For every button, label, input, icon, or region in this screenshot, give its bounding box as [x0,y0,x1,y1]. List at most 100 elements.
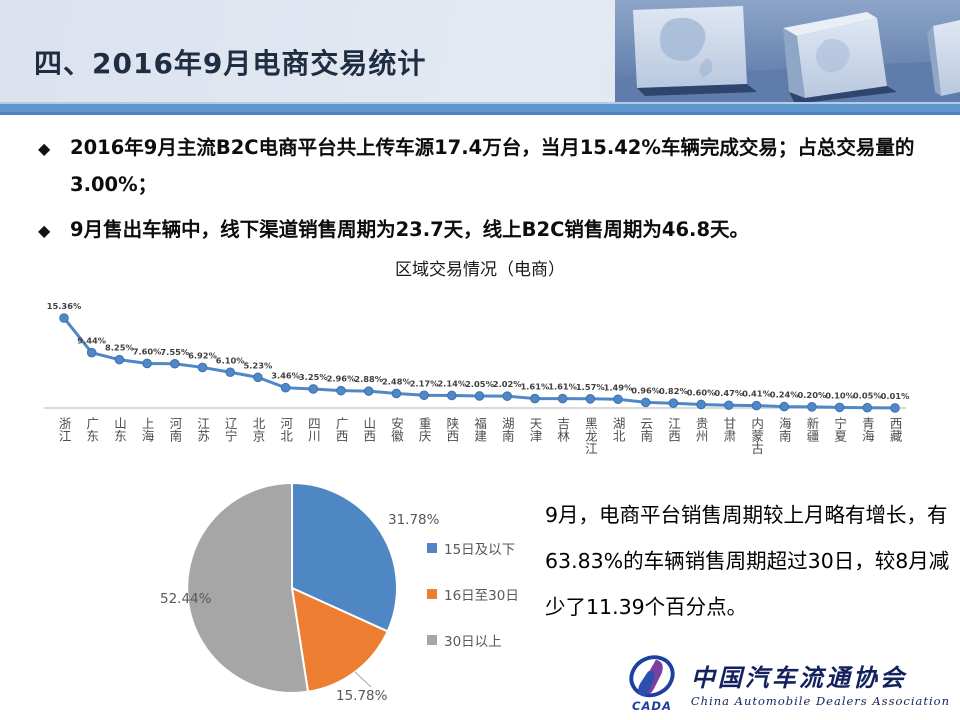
data-label: 7.55% [160,347,189,357]
data-point [447,390,457,401]
legend-swatch-icon [427,635,437,645]
diamond-bullet-icon: ◆ [38,139,51,158]
x-axis-label: 辽宁 [222,417,238,442]
legend-swatch-icon [427,543,437,553]
x-axis-label: 安徽 [388,417,404,442]
data-label: 0.10% [825,390,854,400]
x-axis-label: 重庆 [416,417,432,442]
data-label: 7.60% [133,346,162,356]
data-point [59,313,69,323]
svg-text:CADA: CADA [632,699,672,713]
page-title: 四、2016年9月电商交易统计 [34,47,427,80]
logo-text: 中国汽车流通协会 China Automobile Dealers Associ… [691,658,950,708]
data-label: 2.02% [493,379,522,389]
data-label: 2.05% [465,379,494,389]
x-axis-label: 江苏 [195,417,211,442]
annotation-text: 9月，电商平台销售周期较上月略有增长，有63.83%的车辆销售周期超过30日，较… [545,503,950,619]
data-point [197,362,208,373]
data-point [170,358,180,369]
x-axis-label: 山东 [111,417,127,442]
data-label: 8.25% [105,343,134,353]
data-point [668,398,679,408]
x-axis-label: 宁夏 [832,417,848,442]
x-axis-label: 浙江 [56,417,72,442]
x-axis-label: 海南 [776,417,792,442]
legend-label: 15日及以下 [444,542,516,558]
data-point [890,403,900,413]
x-axis-label: 陕西 [444,417,460,442]
x-axis-label: 新疆 [804,417,820,442]
data-label: 15.36% [47,301,82,311]
cada-logo: CADA 中国汽车流通协会 China Automobile Dealers A… [623,652,950,714]
x-axis-label: 吉林 [555,417,571,442]
data-point [114,354,125,365]
legend-item: 16日至30日 [427,584,519,604]
data-point [253,372,263,383]
x-axis-label: 广东 [84,417,100,442]
x-axis-label: 贵州 [693,417,709,442]
pie-slice-3 [186,481,310,694]
data-label: 6.10% [216,355,245,365]
data-label: 9.44% [77,336,106,346]
bullet-text: 9月售出车辆中，线下渠道销售周期为23.7天，线上B2C销售周期为46.8天。 [70,218,750,241]
x-axis-label: 湖南 [499,417,515,442]
pie-value-label: 52.44% [160,591,212,607]
legend-label: 30日以上 [444,634,502,650]
data-label: 0.20% [798,390,827,400]
x-axis-label: 河北 [278,417,294,442]
data-point [86,347,97,358]
data-label: 5.23% [244,360,273,370]
bullet-item: ◆ 2016年9月主流B2C电商平台共上传车源17.4万台，当月15.42%车辆… [38,129,926,203]
data-label: 3.25% [299,372,328,382]
data-point [391,388,402,399]
diamond-bullet-icon: ◆ [38,221,51,240]
line-chart-title: 区域交易情况（电商） [395,260,565,280]
slide-header: 四、2016年9月电商交易统计 [0,0,960,102]
data-point [280,382,291,393]
x-axis-label: 云南 [638,417,654,442]
pie-leader-line [354,671,372,688]
data-label: 0.82% [659,386,688,396]
data-label: 0.41% [742,389,771,399]
legend-item: 30日以上 [427,630,519,650]
x-axis-label: 西藏 [887,417,903,442]
data-point [696,399,706,410]
data-label: 0.01% [881,391,910,401]
data-point [585,393,596,404]
data-label: 2.17% [410,378,439,388]
pie-value-label: 31.78% [388,512,440,528]
data-label: 2.88% [354,374,383,384]
data-point [225,367,235,378]
x-axis-label: 黑龙江 [582,417,598,455]
data-point [419,390,429,401]
data-label: 0.60% [687,387,716,397]
data-label: 2.14% [437,378,466,388]
legend-swatch-icon [427,589,437,599]
x-axis-label: 湖北 [610,417,626,442]
data-point [308,384,319,394]
region-line-chart: 15.36% 9.44%8.25%7.60%7.55%6.92%6.10%5.23… [44,301,910,413]
data-point [557,393,568,404]
x-axis-label: 甘肃 [721,417,737,442]
data-label: 2.48% [382,376,411,386]
data-point [751,400,762,411]
legend-item: 15日及以下 [427,538,519,558]
x-axis-label: 北京 [250,417,266,442]
data-label: 3.46% [271,371,300,381]
data-point [862,402,873,413]
pie-value-label: 15.78% [336,688,388,704]
data-label: 1.61% [548,382,577,392]
x-axis-label: 青海 [859,417,875,442]
data-point [474,391,485,401]
data-label: 0.24% [770,390,799,400]
data-label: 2.96% [327,374,356,384]
bullet-list: ◆ 2016年9月主流B2C电商平台共上传车源17.4万台，当月15.42%车辆… [38,129,926,256]
data-point [530,393,540,404]
data-point [834,402,845,413]
x-axis-label: 江西 [665,417,681,442]
pie-slice-1 [291,481,398,633]
x-axis-label: 山西 [361,417,377,442]
logo-name-en: China Automobile Dealers Association [690,694,950,708]
data-label: 1.49% [604,382,633,392]
